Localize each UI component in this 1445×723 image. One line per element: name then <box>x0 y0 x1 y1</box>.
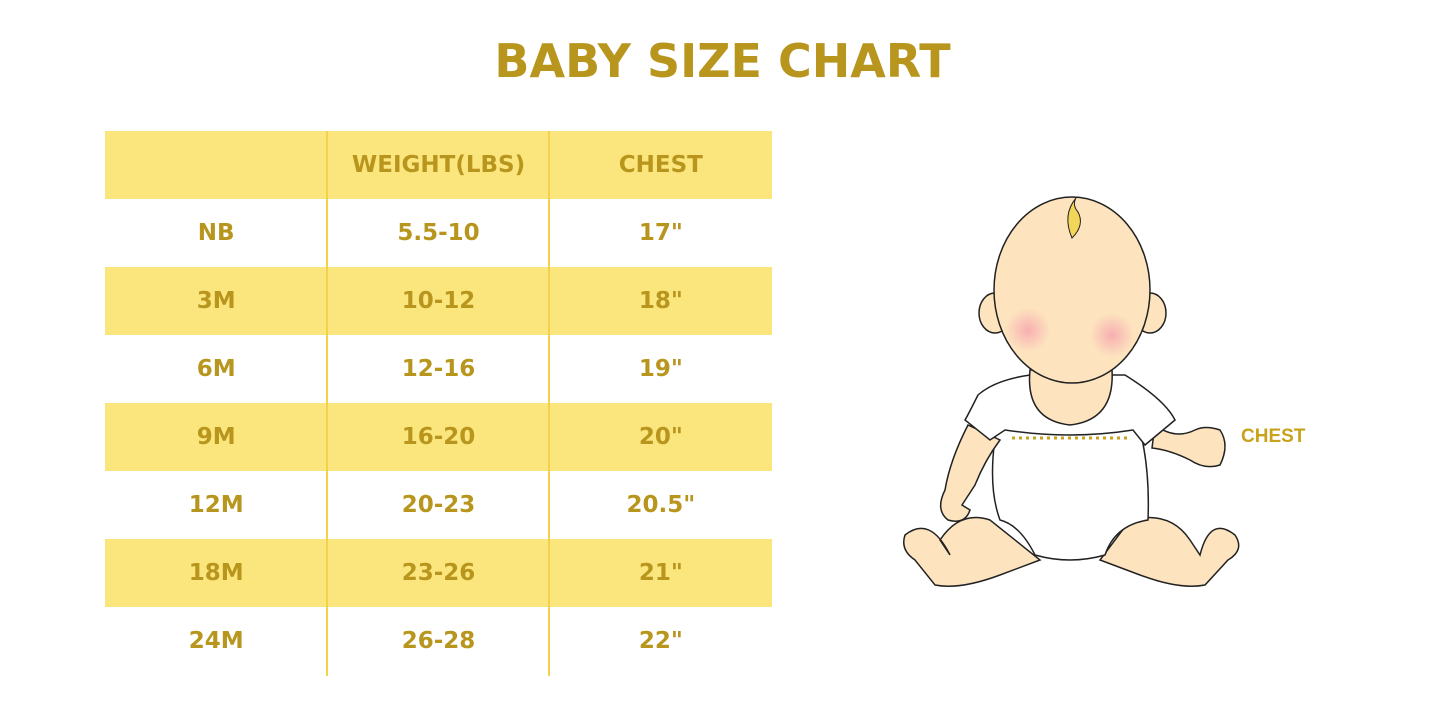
cell-size: 24M <box>188 628 244 654</box>
cell-chest: 20" <box>638 424 683 450</box>
cell-size: 6M <box>196 356 236 382</box>
cell-chest: 22" <box>638 628 683 654</box>
cell-size: NB <box>197 220 235 246</box>
baby-figure <box>903 196 1240 587</box>
right-cheek <box>1090 313 1134 357</box>
size-table: WEIGHT(LBS) CHEST NB 5.5-10 17" 3M 10-12… <box>105 131 772 675</box>
cell-weight: 10-12 <box>401 288 476 314</box>
cell-weight: 20-23 <box>401 492 476 518</box>
table-row: 24M 26-28 22" <box>105 607 772 675</box>
page-title: BABY SIZE CHART <box>494 34 951 88</box>
table-row: 3M 10-12 18" <box>105 267 772 335</box>
cell-chest: 21" <box>638 560 683 586</box>
table-row: 18M 23-26 21" <box>105 539 772 607</box>
table-row: 6M 12-16 19" <box>105 335 772 403</box>
cell-weight: 23-26 <box>401 560 476 586</box>
column-divider <box>326 131 328 676</box>
table-row: NB 5.5-10 17" <box>105 199 772 267</box>
cell-chest: 18" <box>638 288 683 314</box>
cell-weight: 12-16 <box>401 356 476 382</box>
cell-weight: 16-20 <box>401 424 476 450</box>
table-row: 12M 20-23 20.5" <box>105 471 772 539</box>
header-chest: CHEST <box>618 152 703 178</box>
cell-chest: 20.5" <box>626 492 696 518</box>
table-row: 9M 16-20 20" <box>105 403 772 471</box>
cell-weight: 5.5-10 <box>397 220 480 246</box>
cell-size: 3M <box>196 288 236 314</box>
cell-chest: 19" <box>638 356 683 382</box>
cell-size: 12M <box>188 492 244 518</box>
left-cheek <box>1006 308 1050 352</box>
header-weight: WEIGHT(LBS) <box>351 152 526 178</box>
table-header-row: WEIGHT(LBS) CHEST <box>105 131 772 199</box>
cell-chest: 17" <box>638 220 683 246</box>
column-divider <box>548 131 550 676</box>
cell-size: 18M <box>188 560 244 586</box>
hair-curl <box>1067 197 1081 239</box>
cell-weight: 26-28 <box>401 628 476 654</box>
cell-size: 9M <box>196 424 236 450</box>
chest-label: CHEST <box>1241 426 1306 447</box>
